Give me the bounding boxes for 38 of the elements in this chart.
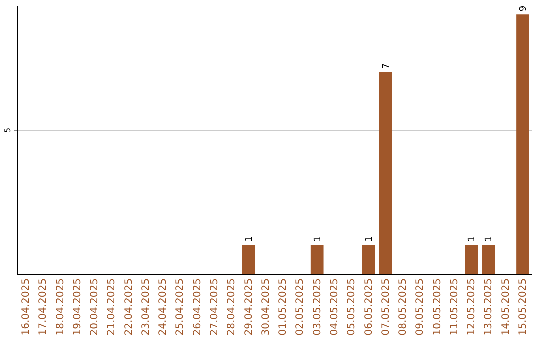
x-tick-label: 07.05.2025 [380, 278, 392, 336]
x-tick-label: 18.04.2025 [55, 278, 66, 336]
x-tick-label: 23.04.2025 [140, 278, 152, 336]
data-label: 1 [313, 236, 324, 242]
x-tick-label: 01.05.2025 [278, 278, 290, 336]
x-tick-label: 22.04.2025 [124, 278, 135, 336]
x-tick-label: 19.04.2025 [72, 278, 84, 336]
x-tick-label: 20.04.2025 [90, 278, 101, 336]
x-tick-label: 08.05.2025 [398, 278, 410, 336]
x-tick-label: 04.05.2025 [329, 278, 340, 336]
x-tick-label: 25.04.2025 [175, 278, 186, 336]
x-tick-label: 21.04.2025 [106, 278, 118, 336]
x-tick-label: 06.05.2025 [364, 278, 375, 336]
x-tick-label: 26.04.2025 [192, 278, 204, 336]
x-tick-label: 24.04.2025 [158, 278, 170, 336]
x-tick-label: 15.05.2025 [518, 278, 530, 336]
x-tick-label: 29.04.2025 [244, 278, 255, 336]
x-tick-label: 10.05.2025 [432, 278, 444, 336]
data-label: 1 [484, 236, 495, 242]
x-tick-label: 28.04.2025 [226, 278, 238, 336]
x-tick-label: 03.05.2025 [312, 278, 324, 336]
x-tick-label: 11.05.2025 [449, 278, 460, 336]
x-tick-label: 14.05.2025 [500, 278, 512, 336]
x-tick-label: 12.05.2025 [466, 278, 478, 336]
x-tick-label: 13.05.2025 [484, 278, 495, 336]
data-label: 1 [468, 236, 478, 242]
y-tick-label: 5 [4, 128, 12, 133]
x-tick-label: 09.05.2025 [415, 278, 426, 336]
x-tick-label: 05.05.2025 [346, 278, 358, 336]
data-label: 1 [364, 236, 375, 242]
x-tick-label: 30.04.2025 [260, 278, 272, 336]
data-label: 1 [244, 236, 255, 242]
data-label: 9 [519, 6, 530, 12]
x-tick-label: 27.04.2025 [210, 278, 221, 336]
x-tick-label: 02.05.2025 [295, 278, 306, 336]
data-label: 7 [382, 64, 392, 70]
x-tick-label: 17.04.2025 [38, 278, 50, 336]
x-tick-label: 16.04.2025 [21, 278, 32, 336]
